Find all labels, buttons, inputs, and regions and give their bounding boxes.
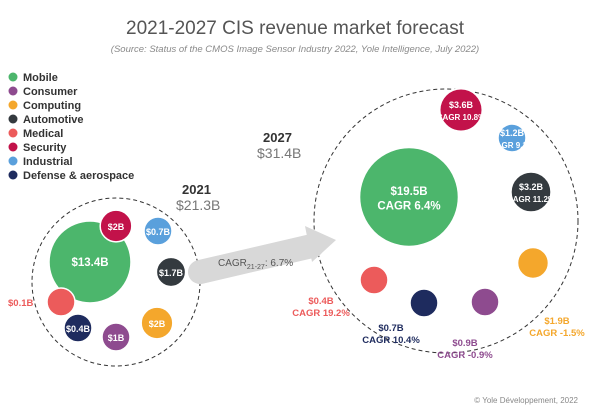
value-label-2021-consumer: $1B bbox=[108, 333, 125, 343]
year-2027-total: $31.4B bbox=[257, 145, 301, 161]
bubble-2021-security bbox=[99, 209, 133, 243]
bubble-2027-defense bbox=[409, 288, 439, 318]
year-2021-total: $21.3B bbox=[176, 197, 220, 213]
cagr-label-2027-medical: CAGR 19.2% bbox=[292, 308, 350, 319]
legend-swatch-automotive bbox=[8, 114, 18, 124]
legend-label-automotive: Automotive bbox=[23, 114, 84, 126]
growth-arrow-head bbox=[305, 226, 336, 262]
bubble-2021-automotive bbox=[155, 256, 187, 288]
value-label-2027-mobile: $19.5B bbox=[390, 186, 427, 198]
legend-swatch-security bbox=[8, 142, 18, 152]
legend-swatch-industrial bbox=[8, 156, 18, 166]
value-label-2021-defense: $0.4B bbox=[66, 324, 91, 334]
legend-swatch-consumer bbox=[8, 86, 18, 96]
year-2027-label: 2027 bbox=[263, 130, 292, 145]
value-label-2027-computing: $1.9B bbox=[544, 316, 569, 327]
value-label-2027-industrial: $1.2B bbox=[500, 128, 525, 138]
legend-label-security: Security bbox=[23, 142, 67, 154]
cagr-label-2027-computing: CAGR -1.5% bbox=[529, 328, 585, 339]
bubble-2027-consumer bbox=[470, 287, 500, 317]
value-label-2021-industrial: $0.7B bbox=[146, 227, 171, 237]
legend-label-mobile: Mobile bbox=[23, 72, 58, 84]
group-outline-2027 bbox=[313, 88, 579, 354]
chart-source: (Source: Status of the CMOS Image Sensor… bbox=[111, 44, 479, 55]
value-label-2021-computing: $2B bbox=[149, 319, 166, 329]
value-label-2021-mobile: $13.4B bbox=[71, 257, 108, 269]
cagr-label-2027-consumer: CAGR -0.9% bbox=[437, 350, 493, 361]
value-label-2027-automotive: $3.2B bbox=[519, 182, 544, 192]
legend: Mobile Consumer Computing Automotive Medical… bbox=[8, 72, 134, 182]
bubble-2027-medical bbox=[359, 265, 389, 295]
value-label-2021-automotive: $1.7B bbox=[159, 268, 184, 278]
cagr-label-2027-defense: CAGR 10.4% bbox=[362, 335, 420, 346]
value-label-2027-security: $3.6B bbox=[449, 100, 474, 110]
growth-arrow bbox=[188, 234, 324, 284]
cagr-label-2027-automotive: CAGR 11.2% bbox=[507, 195, 555, 204]
bubble-2021-computing bbox=[140, 306, 174, 340]
bubble-2027-industrial bbox=[497, 123, 527, 153]
cagr-label-2027-industrial: CAGR 9.1% bbox=[490, 141, 534, 150]
legend-label-consumer: Consumer bbox=[23, 86, 78, 98]
value-label-2021-security: $2B bbox=[108, 222, 125, 232]
value-label-2027-medical: $0.4B bbox=[308, 296, 333, 307]
cagr-label-2027-security: CAGR 10.8% bbox=[437, 113, 485, 122]
bubble-2027-mobile bbox=[358, 146, 460, 248]
legend-swatch-computing bbox=[8, 100, 18, 110]
bubble-2021-medical bbox=[46, 287, 76, 317]
bubble-2021-defense bbox=[63, 313, 93, 343]
bubbles-2021: $13.4B $2B $0.7B $1.7B $2B $1B $0.4B $0.1B bbox=[8, 209, 187, 352]
cagr-label-2027-mobile: CAGR 6.4% bbox=[377, 201, 440, 213]
bubbles-2027: $19.5B CAGR 6.4% $3.6B CAGR 10.8% $1.2B CAGR … bbox=[292, 87, 585, 361]
bubble-2027-computing bbox=[516, 246, 550, 280]
bubble-2027-automotive bbox=[510, 171, 552, 213]
year-2021-label: 2021 bbox=[182, 182, 211, 197]
copyright: © Yole Développement, 2022 bbox=[474, 396, 578, 405]
bubble-2021-industrial bbox=[143, 216, 173, 246]
legend-label-defense: Defense & aerospace bbox=[23, 170, 134, 182]
bubble-2027-security bbox=[438, 87, 484, 133]
legend-swatch-mobile bbox=[8, 72, 18, 82]
chart-title: 2021-2027 CIS revenue market forecast bbox=[126, 18, 465, 39]
legend-label-industrial: Industrial bbox=[23, 156, 73, 168]
legend-swatch-defense bbox=[8, 170, 18, 180]
value-label-2027-defense: $0.7B bbox=[378, 323, 403, 334]
value-label-2021-medical: $0.1B bbox=[8, 298, 33, 309]
legend-swatch-medical bbox=[8, 128, 18, 138]
legend-label-medical: Medical bbox=[23, 128, 63, 140]
bubble-2021-consumer bbox=[101, 322, 131, 352]
overall-cagr-label: CAGR21-27: 6.7% bbox=[218, 258, 293, 271]
value-label-2027-consumer: $0.9B bbox=[452, 338, 477, 349]
legend-label-computing: Computing bbox=[23, 100, 81, 112]
